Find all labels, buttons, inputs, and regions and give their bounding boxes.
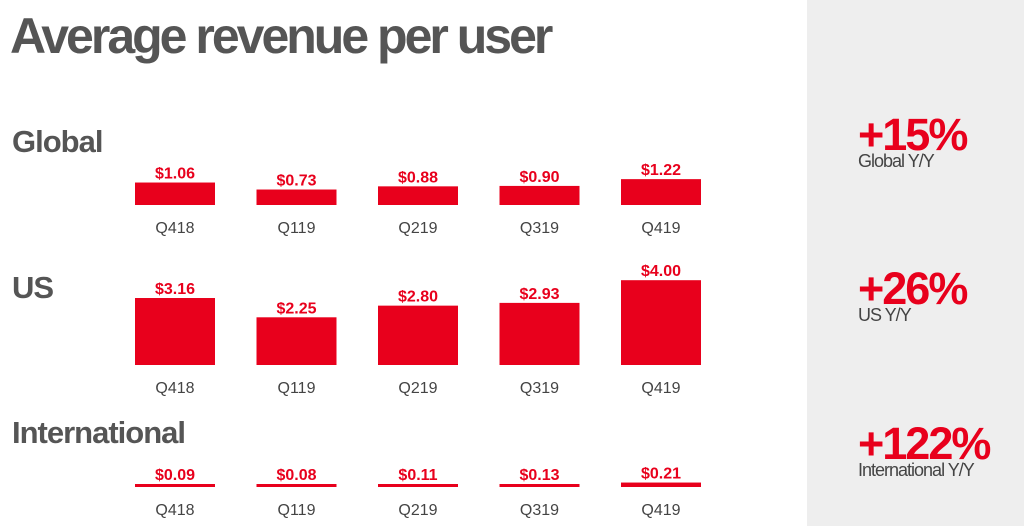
international-yoy-value: +122%	[858, 418, 991, 469]
international-bar-q419	[621, 482, 701, 487]
international-bar-q319	[499, 484, 580, 487]
global-value-label: $0.88	[398, 169, 438, 186]
international-yoy-stat: +122% International Y/Y	[858, 418, 991, 480]
international-value-label: $0.13	[519, 467, 559, 484]
international-value-label: $0.21	[641, 466, 681, 483]
us-bar-q319	[499, 302, 580, 365]
us-category-label: Q219	[398, 380, 437, 397]
global-category-label: Q419	[641, 220, 680, 237]
global-value-label: $1.06	[155, 166, 195, 183]
global-bar-q119	[256, 189, 337, 205]
international-value-label: $0.08	[276, 467, 316, 484]
us-arpu-chart: $3.16 Q418 $2.25 Q119 $2.80 Q219 $2.93 Q319 $4.0…	[135, 263, 701, 397]
international-bar-q119	[256, 484, 337, 487]
us-yoy-stat: +26% US Y/Y	[858, 263, 968, 325]
us-category-label: Q419	[641, 380, 680, 397]
us-bar-q219	[378, 305, 458, 365]
global-category-label: Q119	[278, 220, 316, 237]
global-bar-q319	[499, 185, 580, 205]
global-category-label: Q319	[520, 220, 559, 237]
page-title: Average revenue per user	[10, 8, 553, 64]
international-value-label: $0.09	[155, 467, 195, 484]
international-category-label: Q219	[398, 502, 437, 519]
global-category-label: Q219	[398, 220, 437, 237]
international-category-label: Q119	[278, 502, 316, 519]
us-category-label: Q119	[278, 380, 316, 397]
global-bar-q418	[135, 182, 215, 205]
us-bar-q119	[256, 317, 337, 365]
international-value-label: $0.11	[398, 467, 437, 484]
international-bar-q418	[135, 484, 215, 487]
global-value-label: $0.90	[519, 169, 559, 186]
us-value-label: $3.16	[155, 281, 195, 298]
us-value-label: $2.80	[398, 289, 438, 306]
section-label-global: Global	[12, 124, 103, 159]
us-value-label: $4.00	[641, 263, 681, 280]
international-arpu-chart: $0.09 Q418 $0.08 Q119 $0.11 Q219 $0.13 Q319 $0.2…	[135, 466, 701, 519]
us-category-label: Q418	[155, 380, 194, 397]
section-label-international: International	[12, 415, 186, 450]
global-yoy-stat: +15% Global Y/Y	[858, 109, 968, 171]
side-panel	[807, 0, 1024, 526]
international-category-label: Q418	[155, 502, 194, 519]
international-yoy-label: International Y/Y	[858, 460, 975, 480]
global-bar-q419	[621, 179, 701, 205]
us-yoy-value: +26%	[858, 263, 968, 314]
section-label-us: US	[12, 270, 54, 305]
global-arpu-chart: $1.06 Q418 $0.73 Q119 $0.88 Q219 $0.90 Q319 $1.2…	[135, 162, 701, 237]
global-bar-q219	[378, 186, 458, 205]
international-category-label: Q419	[641, 502, 680, 519]
us-bar-q419	[621, 280, 701, 365]
global-yoy-label: Global Y/Y	[858, 151, 935, 171]
international-bar-q219	[378, 484, 458, 487]
us-bar-q418	[135, 298, 215, 365]
global-value-label: $0.73	[276, 173, 316, 190]
us-yoy-label: US Y/Y	[858, 305, 912, 325]
global-yoy-value: +15%	[858, 109, 968, 160]
us-value-label: $2.93	[519, 286, 559, 303]
us-value-label: $2.25	[276, 300, 316, 317]
us-category-label: Q319	[520, 380, 559, 397]
global-value-label: $1.22	[641, 162, 681, 179]
international-category-label: Q319	[520, 502, 559, 519]
global-category-label: Q418	[155, 220, 194, 237]
